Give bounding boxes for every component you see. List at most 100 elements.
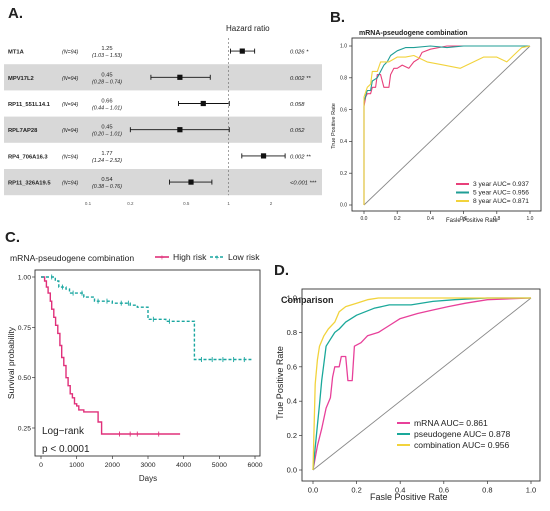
forest-hr-label: 1.25 <box>101 46 112 52</box>
forest-hr-point <box>240 49 245 54</box>
forest-gene-label: RP4_706A16.3 <box>8 154 48 160</box>
km-legend-censor-mark: + <box>160 253 165 262</box>
roc-d-y-tick-label: 0.6 <box>287 362 297 371</box>
forest-row-band <box>4 169 322 195</box>
forest-tick-label: 0.2 <box>127 201 134 206</box>
roc-d-y-tick-label: 1.0 <box>287 294 297 303</box>
km-x-tick-label: 5000 <box>212 462 227 469</box>
roc-d-x-tick-label: 1.0 <box>526 486 536 495</box>
roc-b-y-tick-label: 1.0 <box>340 44 347 50</box>
km-y-axis-title: Survival probability <box>6 326 16 399</box>
panel-label-d: D. <box>274 262 289 279</box>
forest-hr-point <box>177 75 182 80</box>
roc-d-y-tick-label: 0.2 <box>287 431 297 440</box>
forest-gene-label: RPL7AP28 <box>8 128 38 134</box>
forest-n-label: (N=94) <box>62 76 79 82</box>
km-x-tick-label: 4000 <box>176 462 191 469</box>
km-legend-label: Low risk <box>228 252 260 262</box>
km-survival-curve <box>41 277 180 434</box>
panel-label-b: B. <box>330 9 345 26</box>
panel-label-a: A. <box>8 5 23 22</box>
roc-d-x-tick-label: 0.0 <box>308 486 318 495</box>
forest-hr-label: 0.45 <box>101 125 112 131</box>
forest-ci-label: (0.20 – 1.01) <box>92 132 122 138</box>
forest-hr-label: 0.45 <box>101 72 112 78</box>
roc-b-y-tick-label: 0.0 <box>340 203 347 209</box>
forest-p-label: <0.001 *** <box>290 181 317 187</box>
forest-tick-label: 1 <box>227 201 230 206</box>
km-y-tick-label: 1.00 <box>18 275 31 282</box>
roc-b-y-tick-label: 0.8 <box>340 75 347 81</box>
forest-tick-label: 0.1 <box>85 201 92 206</box>
roc-b-x-tick-label: 0.0 <box>361 216 368 222</box>
km-logrank-label: Log−rank <box>42 426 85 437</box>
forest-gene-label: MT1A <box>8 50 25 56</box>
km-x-tick-label: 0 <box>39 462 43 469</box>
km-x-tick-label: 1000 <box>69 462 84 469</box>
forest-title: Hazard ratio <box>226 24 270 33</box>
forest-n-label: (N=94) <box>62 50 79 56</box>
km-x-tick-label: 2000 <box>105 462 120 469</box>
forest-ci-label: (1.03 – 1.53) <box>92 53 122 59</box>
km-legend-label: High risk <box>173 252 207 262</box>
forest-hr-point <box>188 180 193 185</box>
forest-hr-point <box>177 127 182 132</box>
roc-b-legend-label: 3 year AUC= 0.937 <box>473 181 529 188</box>
forest-gene-label: MPV17L2 <box>8 76 34 82</box>
roc-b-x-tick-label: 0.2 <box>394 216 401 222</box>
km-survival-curve <box>41 277 251 360</box>
roc-b-x-tick-label: 0.4 <box>427 216 434 222</box>
roc-b-x-axis-title: Fasle Positive Rate <box>446 218 498 224</box>
forest-tick-label: 2 <box>270 201 273 206</box>
roc-d-x-tick-label: 0.8 <box>482 486 492 495</box>
forest-p-label: 0.002 ** <box>290 76 311 82</box>
km-y-tick-label: 0.50 <box>18 375 31 382</box>
km-x-axis-title: Days <box>139 474 157 483</box>
roc-d-y-tick-label: 0.8 <box>287 328 297 337</box>
roc-b-legend-label: 5 year AUC= 0.956 <box>473 190 529 197</box>
km-x-tick-label: 3000 <box>140 462 155 469</box>
roc-d-y-tick-label: 0.4 <box>287 397 297 406</box>
forest-p-label: 0.026 * <box>290 50 309 56</box>
forest-ci-label: (0.38 – 0.76) <box>92 184 122 190</box>
roc-d-x-tick-label: 0.2 <box>351 486 361 495</box>
roc-b-y-tick-label: 0.2 <box>340 171 347 177</box>
roc-b-x-tick-label: 1.0 <box>527 216 534 222</box>
forest-p-label: 0.052 <box>290 128 305 134</box>
roc-b-y-axis-title: True Positive Rate <box>331 103 337 149</box>
forest-hr-point <box>201 101 206 106</box>
roc-d-legend-label: combination AUC= 0.956 <box>414 440 510 450</box>
km-y-tick-label: 0.75 <box>18 325 31 332</box>
roc-b-y-tick-label: 0.4 <box>340 139 347 145</box>
forest-hr-label: 0.66 <box>101 99 112 105</box>
roc-d-legend-label: pseudogene AUC= 0.878 <box>414 429 511 439</box>
forest-tick-label: 0.5 <box>183 201 190 206</box>
forest-n-label: (N=94) <box>62 128 79 134</box>
roc-d-x-axis-title: Fasle Positive Rate <box>370 492 448 502</box>
forest-n-label: (N=94) <box>62 102 79 108</box>
forest-p-label: 0.002 ** <box>290 154 311 160</box>
km-y-tick-label: 0.25 <box>18 426 31 433</box>
km-pvalue-label: p < 0.0001 <box>42 444 90 455</box>
roc-b-legend-label: 8 year AUC= 0.871 <box>473 198 529 205</box>
roc-d-legend-label: mRNA AUC= 0.861 <box>414 418 488 428</box>
forest-hr-label: 0.54 <box>101 177 113 183</box>
forest-ci-label: (1.24 – 2.52) <box>92 158 122 164</box>
forest-hr-label: 1.77 <box>101 151 112 157</box>
forest-p-label: 0.058 <box>290 102 305 108</box>
km-legend-censor-mark: + <box>215 253 220 262</box>
forest-ci-label: (0.44 – 1.01) <box>92 106 122 112</box>
panel-label-c: C. <box>5 229 20 246</box>
km-title: mRNA-pseudogene combination <box>10 253 134 263</box>
forest-gene-label: RP11_551L14.1 <box>8 102 51 108</box>
km-x-tick-label: 6000 <box>247 462 262 469</box>
forest-n-label: (N=94) <box>62 181 79 187</box>
roc-b-y-tick-label: 0.6 <box>340 107 347 113</box>
roc-b-title: mRNA-pseudogene combination <box>359 30 468 37</box>
forest-ci-label: (0.28 – 0.74) <box>92 79 122 85</box>
roc-d-y-axis-title: True Positive Rate <box>275 346 285 420</box>
forest-hr-point <box>261 153 266 158</box>
forest-gene-label: RP11_326A19.5 <box>8 181 51 187</box>
forest-n-label: (N=94) <box>62 154 79 160</box>
